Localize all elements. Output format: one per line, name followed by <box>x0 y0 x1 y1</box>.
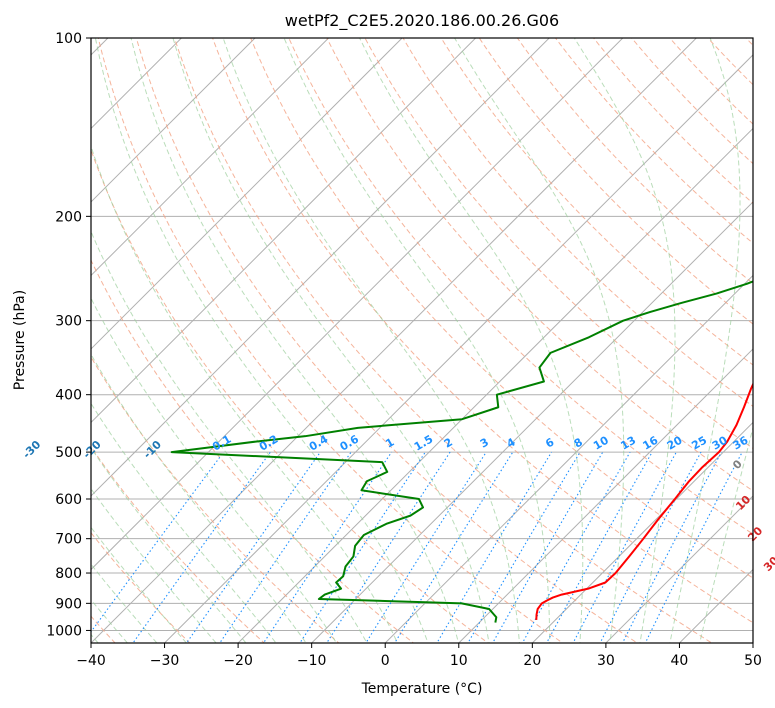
moist-adiabat-line <box>669 38 741 643</box>
x-tick-label: −10 <box>297 653 327 669</box>
dry-adiabat-line <box>91 445 266 643</box>
isotherm-line <box>605 495 753 643</box>
moist-adiabat-line <box>91 230 368 643</box>
y-tick-label: 600 <box>55 492 82 508</box>
dry-adiabat-line <box>402 38 753 408</box>
moist-adiabat-line <box>573 38 676 643</box>
moist-adiabat-line <box>699 425 753 643</box>
isotherm-line <box>384 274 753 643</box>
mixing-ratio-line <box>262 451 393 643</box>
mixing-ratio-line <box>436 451 553 643</box>
x-tick-label: −30 <box>150 653 180 669</box>
moist-adiabat-line <box>91 353 307 643</box>
dry-adiabat-line <box>91 259 415 643</box>
isotherm-line <box>91 38 183 130</box>
dry-adiabat-line <box>288 38 753 535</box>
x-tick-label: −20 <box>223 653 253 669</box>
moist-adiabat-line <box>91 402 277 643</box>
isotherm-line <box>91 38 624 571</box>
moist-adiabat-line <box>91 144 398 643</box>
dry-adiabat-line <box>364 38 753 449</box>
mixing-ratio-line <box>219 451 352 643</box>
mixing-ratio-line <box>644 451 743 643</box>
mixing-ratio-line <box>545 451 653 643</box>
isotherm-line <box>91 38 477 424</box>
isotherm-line <box>531 421 753 643</box>
x-tick-label: 30 <box>597 653 615 669</box>
y-tick-label: 500 <box>55 445 82 461</box>
moist-adiabat-line <box>283 38 551 643</box>
x-tick-label: 20 <box>523 653 541 669</box>
y-tick-label: 200 <box>55 209 82 225</box>
moist-adiabat-line <box>94 38 429 643</box>
moist-adiabat-line <box>222 38 520 643</box>
y-tick-label: 300 <box>55 314 82 330</box>
dry-adiabat-line <box>669 38 753 125</box>
dry-adiabat-line <box>97 38 564 643</box>
y-tick-label: 700 <box>55 532 82 548</box>
isotherm-line <box>91 38 698 643</box>
mixing-ratio-line <box>492 451 604 643</box>
mixing-ratio-line <box>326 451 451 643</box>
y-tick-label: 800 <box>55 566 82 582</box>
y-tick-label: 100 <box>55 31 82 47</box>
x-tick-label: 50 <box>744 653 762 669</box>
plot-area <box>91 38 753 643</box>
dry-adiabat-line <box>631 38 753 165</box>
dry-adiabat-line <box>478 38 753 325</box>
isotherm-line <box>163 54 753 643</box>
x-tick-label: 40 <box>671 653 689 669</box>
isotherm-line <box>91 38 550 497</box>
isotherm-line <box>458 348 753 643</box>
dry-adiabat-line <box>250 38 753 579</box>
isotherm-line <box>237 127 753 643</box>
chart-title: wetPf2_C2E5.2020.186.00.26.G06 <box>285 11 559 31</box>
mixing-ratio-line <box>185 451 321 643</box>
moist-adiabat-line <box>91 446 247 643</box>
moist-adiabat-line <box>130 38 460 643</box>
x-tick-label: 10 <box>450 653 468 669</box>
isotherm-line <box>91 38 256 203</box>
isotherm-line <box>310 201 753 643</box>
dry-adiabat-line <box>135 38 639 643</box>
y-tick-label: 400 <box>55 388 82 404</box>
moist-adiabat-line <box>172 38 490 643</box>
dry-adiabat-line <box>91 148 489 643</box>
mixing-ratio-line <box>467 451 581 643</box>
mixing-ratio-line <box>132 451 271 643</box>
x-tick-label: −40 <box>76 653 106 669</box>
plot-frame <box>90 37 754 644</box>
mixing-ratio-line <box>299 451 426 643</box>
dry-adiabat-line <box>212 38 753 624</box>
moist-adiabat-line <box>91 297 338 643</box>
y-tick-label: 900 <box>55 596 82 612</box>
dewpoint-profile <box>170 280 753 623</box>
moist-adiabat-line <box>91 487 217 643</box>
dry-adiabat-line <box>173 38 713 643</box>
dry-adiabat-line <box>91 531 191 643</box>
isotherm-line <box>91 38 403 350</box>
y-axis-label: Pressure (hPa) <box>12 290 28 390</box>
moist-adiabat-line <box>454 38 625 643</box>
x-tick-label: 0 <box>381 653 390 669</box>
moist-adiabat-line <box>359 38 584 643</box>
isotherm-line <box>91 38 330 277</box>
temperature-profile <box>535 382 753 620</box>
x-axis-label: Temperature (°C) <box>361 681 483 697</box>
y-tick-label: 1000 <box>46 623 82 639</box>
dry-adiabat-line <box>326 38 753 492</box>
axes: −40 −30 −20 −10 0 10 20 30 40 50 100 200 300 400 500 60… <box>46 31 762 669</box>
